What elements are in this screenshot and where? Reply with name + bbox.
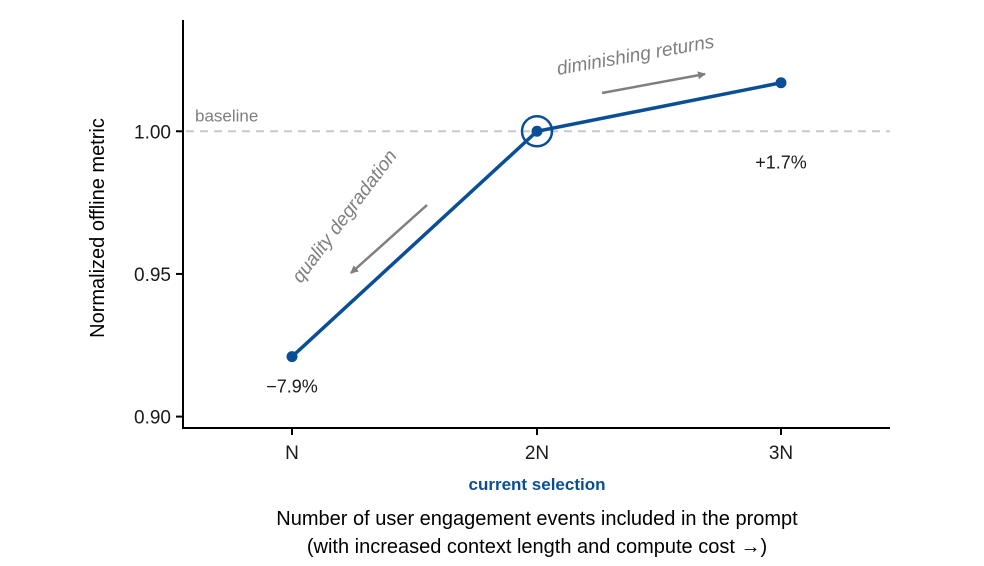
data-point (286, 351, 298, 363)
y-axis-title: Normalized offline metric (87, 118, 109, 338)
returns-annotation: diminishing returns (555, 31, 716, 95)
data-label: −7.9% (266, 377, 318, 397)
data-label: +1.7% (755, 152, 807, 172)
x-tick-label: 3N (769, 443, 793, 464)
degradation-annotation: quality degradation (288, 146, 428, 287)
x-axis-title-line1: Number of user engagement events include… (276, 508, 798, 530)
x-tick-label: N (285, 443, 299, 464)
series-layer (286, 77, 787, 363)
x-ticks: N 2N 3N (285, 428, 793, 464)
baseline-label: baseline (195, 106, 258, 125)
y-tick-label: 0.90 (134, 408, 171, 429)
current-selection-label: current selection (469, 475, 606, 494)
y-ticks: 0.90 0.95 1.00 (134, 122, 183, 429)
data-labels: −7.9% +1.7% (266, 152, 807, 396)
x-axis-title-line2: (with increased context length and compu… (307, 536, 767, 558)
data-point (531, 125, 543, 137)
x-tick-label: 2N (525, 443, 549, 464)
y-tick-label: 0.95 (134, 265, 171, 286)
degradation-arrow (350, 204, 428, 274)
current-selection-ring (520, 115, 554, 148)
data-point (775, 77, 787, 89)
returns-arrow (601, 71, 706, 95)
y-tick-label: 1.00 (134, 122, 171, 143)
series-line (290, 81, 782, 358)
returns-text: diminishing returns (555, 31, 716, 79)
degradation-text: quality degradation (288, 146, 401, 287)
